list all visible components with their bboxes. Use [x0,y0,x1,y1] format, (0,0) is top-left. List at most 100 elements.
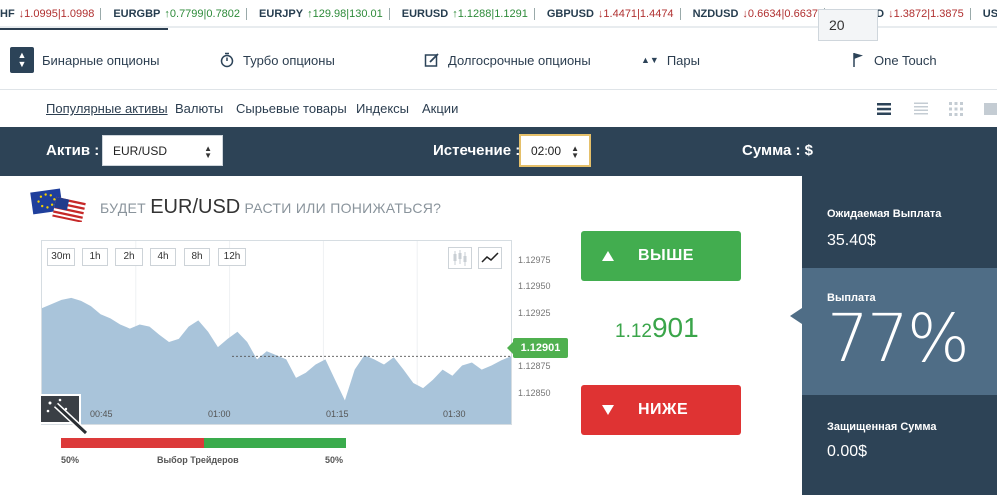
tab-pairs[interactable]: ▲▼ Пары [641,30,700,90]
ticker-quote: ↑0.7799|0.7802 [164,0,240,28]
traders-choice-label: Выбор Трейдеров [157,455,239,465]
y-tick: 1.12950 [518,281,551,291]
ticker-quote: ↑129.98|130.01 [307,0,383,28]
ticker-separator [389,8,390,20]
tab-long-term-options-label: Долгосрочные опционы [448,53,591,68]
select-updown-icon: ▲ ▼ [571,145,579,159]
x-tick: 01:30 [443,409,466,419]
grid-view-icon[interactable] [948,101,964,117]
tab-binary-options-label: Бинарные опционы [42,53,160,68]
ticker-item: GBPUSD ↓1.4471|1.4474 [541,0,687,28]
y-tick: 1.12975 [518,255,551,265]
call-up-button[interactable]: ВЫШЕ [581,231,741,281]
compact-list-icon[interactable] [913,101,929,117]
ticker-quote: ↓1.4471|1.4474 [598,0,674,28]
ticker-symbol: EURGBP [113,0,160,28]
payout-pointer [790,308,802,324]
category-currencies[interactable]: Валюты [175,101,223,116]
ticker-symbol: USDCHF [983,0,997,28]
y-tick: 1.12850 [518,388,551,398]
ticker-quote: ↑1.1288|1.1291 [452,0,528,28]
triangle-up-icon [601,250,615,262]
put-down-label: НИЖЕ [638,401,688,419]
asset-label: Актив : [46,142,99,159]
list-view-icon[interactable] [876,101,892,117]
category-popular[interactable]: Популярные активы [46,101,168,116]
asset-categories: Популярные активы Валюты Сырьевые товары… [0,91,997,127]
protected-amount-label: Защищенная Сумма [827,421,937,433]
line-chart-button[interactable] [478,247,502,269]
ticker-item: HF ↓1.0995|1.0998 [0,0,107,28]
timeframe-4h[interactable]: 4h [150,248,176,266]
timeframe-2h[interactable]: 2h [115,248,143,266]
triangle-down-icon [601,404,615,416]
put-down-button[interactable]: НИЖЕ [581,385,741,435]
current-price-small: 1.12 [615,321,652,342]
question-suffix: РАСТИ ИЛИ ПОНИЖАТЬСЯ? [244,200,441,216]
ticker-separator [100,8,101,20]
expected-payout-label: Ожидаемая Выплата [827,208,941,220]
ticker-quote: ↓0.6634|0.6637 [742,0,818,28]
updown-icon: ▲ ▼ [10,47,34,73]
timeframe-8h[interactable]: 8h [184,248,210,266]
ticker-quote: ↓1.0995|1.0998 [19,0,95,28]
expected-payout-value: 35.40$ [827,232,876,250]
magic-wand-tool-icon[interactable] [38,393,90,435]
current-price-big: 901 [652,312,699,343]
y-tick: 1.12925 [518,308,551,318]
stopwatch-icon [219,52,235,68]
traders-choice-put-share [61,438,204,448]
price-area-series [42,298,511,424]
timeframe-1h[interactable]: 1h [82,248,108,266]
call-up-label: ВЫШЕ [638,247,694,265]
candles-icon [449,248,471,268]
payout-panel: Ожидаемая Выплата 35.40$ Выплата 77% Защ… [802,176,997,495]
select-updown-icon: ▲ ▼ [204,145,212,159]
asset-select-value: EUR/USD [113,144,167,158]
tab-binary-options[interactable]: ▲ ▼ Бинарные опционы [10,30,160,90]
tab-turbo-options[interactable]: Турбо опционы [219,30,335,90]
timeframe-12h[interactable]: 12h [218,248,246,266]
expiry-select[interactable]: 02:00 ▲ ▼ [519,134,591,167]
traders-choice-left-percent: 50% [61,455,79,465]
y-tick: 1.12875 [518,361,551,371]
current-price-tag: 1.12901 [513,338,568,358]
ticker-separator [680,8,681,20]
price-chart: 30m 1h 2h 4h 8h 12h 00:45 01:00 01:15 01… [41,240,512,425]
edit-icon [424,52,440,68]
protected-amount-block: Защищенная Сумма 0.00$ [802,395,997,495]
x-tick: 01:15 [326,409,349,419]
category-indices[interactable]: Индексы [356,101,409,116]
expiry-select-value: 02:00 [531,144,561,158]
ticker-item: EURUSD ↑1.1288|1.1291 [396,0,541,28]
tile-view-icon[interactable] [983,101,997,117]
tab-long-term-options[interactable]: Долгосрочные опционы [424,30,591,90]
ticker-symbol: GBPUSD [547,0,594,28]
question-asset: EUR/USD [150,196,240,218]
category-stocks[interactable]: Акции [422,101,458,116]
tab-turbo-options-label: Турбо опционы [243,53,335,68]
candles-chart-button[interactable] [448,247,472,269]
timeframe-30m[interactable]: 30m [47,248,75,266]
payout-percent: 77% [827,300,968,377]
current-price: 1.12901 [615,312,699,344]
category-commodities[interactable]: Сырьевые товары [236,101,347,116]
tab-one-touch-label: One Touch [874,53,937,68]
asset-select[interactable]: EUR/USD ▲ ▼ [102,135,223,166]
line-chart-icon [479,248,501,268]
protected-amount-value: 0.00$ [827,443,867,461]
ticker-separator [970,8,971,20]
ticker-symbol: EURUSD [402,0,448,28]
ticker-symbol: EURJPY [259,0,303,28]
trade-controls-bar: Актив : EUR/USD ▲ ▼ Истечение : 02:00 ▲ ▼ … [0,127,997,176]
question-text: БУДЕТ EUR/USD РАСТИ ИЛИ ПОНИЖАТЬСЯ? [100,196,441,219]
pairs-arrows-icon: ▲▼ [641,55,659,65]
x-tick: 01:00 [208,409,231,419]
ticker-symbol: HF [0,0,15,28]
ticker-item: EURGBP ↑0.7799|0.7802 [107,0,253,28]
amount-input[interactable] [818,9,878,41]
price-chart-plot [42,241,511,424]
ticker-separator [534,8,535,20]
ticker-item: EURJPY ↑129.98|130.01 [253,0,396,28]
